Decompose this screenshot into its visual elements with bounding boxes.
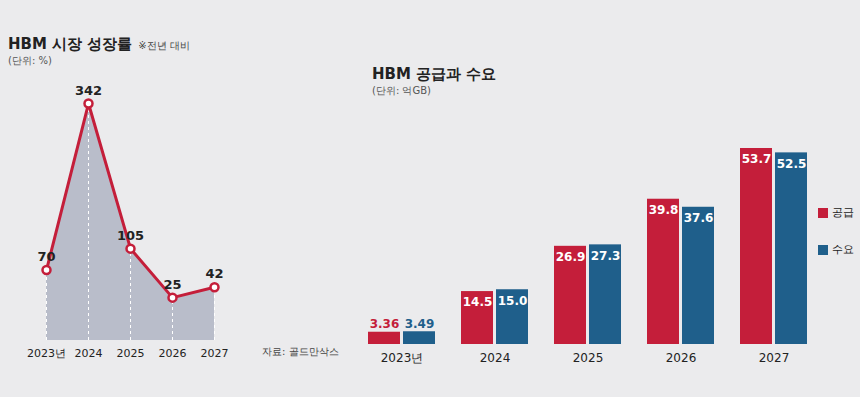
svg-text:105: 105 bbox=[117, 228, 144, 243]
svg-text:3.49: 3.49 bbox=[405, 317, 435, 331]
svg-text:2023년: 2023년 bbox=[27, 347, 66, 360]
svg-text:342: 342 bbox=[75, 83, 102, 98]
html-text:자료: 골드만삭스: 자료: 골드만삭스 bbox=[262, 346, 339, 357]
svg-text:2026: 2026 bbox=[159, 347, 187, 360]
svg-text:27.3: 27.3 bbox=[591, 249, 621, 263]
html-text:공급: 공급 bbox=[832, 206, 854, 219]
svg-text:26.9: 26.9 bbox=[556, 250, 586, 264]
svg-text:53.7: 53.7 bbox=[742, 152, 772, 166]
svg-text:2025: 2025 bbox=[117, 347, 145, 360]
svg-text:2025: 2025 bbox=[573, 351, 604, 365]
html-text:(단위: 억GB): (단위: 억GB) bbox=[372, 85, 431, 96]
svg-text:39.8: 39.8 bbox=[649, 203, 679, 217]
svg-text:3.36: 3.36 bbox=[370, 317, 400, 331]
svg-text:2027: 2027 bbox=[201, 347, 229, 360]
html-text:HBM 시장 성장률 ※전년 대비: HBM 시장 성장률 ※전년 대비 bbox=[8, 35, 190, 53]
svg-text:2023년: 2023년 bbox=[381, 351, 424, 365]
html-text:(단위: %): (단위: %) bbox=[8, 55, 52, 66]
svg-text:52.5: 52.5 bbox=[777, 157, 807, 171]
svg-text:15.0: 15.0 bbox=[498, 294, 528, 308]
html-text:수요: 수요 bbox=[832, 243, 854, 256]
svg-text:70: 70 bbox=[37, 249, 55, 264]
svg-text:37.6: 37.6 bbox=[684, 211, 714, 225]
svg-text:2024: 2024 bbox=[75, 347, 103, 360]
svg-text:2027: 2027 bbox=[759, 351, 790, 365]
svg-text:2026: 2026 bbox=[666, 351, 697, 365]
svg-text:42: 42 bbox=[205, 266, 223, 281]
svg-text:2024: 2024 bbox=[480, 351, 511, 365]
svg-text:14.5: 14.5 bbox=[463, 295, 493, 309]
html-text:HBM 공급과 수요: HBM 공급과 수요 bbox=[372, 65, 497, 83]
svg-text:25: 25 bbox=[163, 277, 181, 292]
